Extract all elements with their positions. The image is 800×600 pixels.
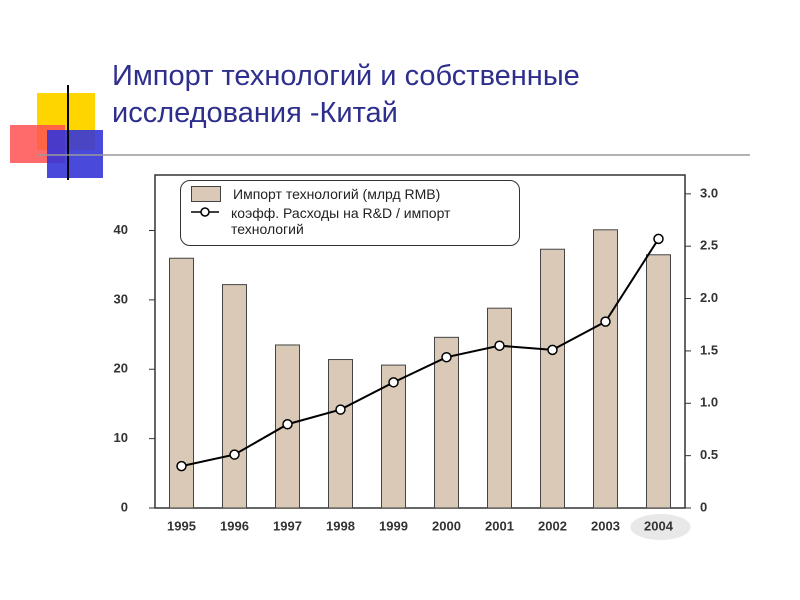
legend-swatch xyxy=(191,186,221,202)
x-tick-label: 2002 xyxy=(538,518,567,533)
bar xyxy=(434,336,459,509)
x-tick-label: 2001 xyxy=(485,518,514,533)
bar xyxy=(487,307,512,509)
legend-label: Импорт технологий (млрд RMB) xyxy=(233,186,441,202)
bar xyxy=(328,359,353,509)
y2-tick-label: 3.0 xyxy=(700,185,718,200)
y2-tick-label: 2.0 xyxy=(700,290,718,305)
bar xyxy=(381,364,406,509)
x-tick-label: 1996 xyxy=(220,518,249,533)
highlight xyxy=(630,514,691,540)
line-marker xyxy=(441,351,452,363)
y2-tick-label: 0 xyxy=(700,499,707,514)
y-tick-label: 10 xyxy=(114,430,128,445)
x-tick-label: 1999 xyxy=(379,518,408,533)
y-tick-label: 20 xyxy=(114,361,128,376)
x-tick-label: 1998 xyxy=(326,518,355,533)
y2-tick-label: 2.5 xyxy=(700,238,718,253)
line-marker xyxy=(229,449,240,460)
y-tick-label: 30 xyxy=(114,291,128,306)
slide-title: Импорт технологий и собственные исследов… xyxy=(112,60,580,129)
plot-frame xyxy=(154,174,686,509)
legend: Импорт технологий (млрд RMB) коэфф. Расх… xyxy=(180,180,520,246)
legend-label: коэфф. Расходы на R&D / импорт технологи… xyxy=(231,205,451,237)
line-marker xyxy=(176,460,187,472)
x-tick-label: 1997 xyxy=(273,518,302,533)
x-tick-label: 2003 xyxy=(591,518,620,533)
x-tick-label: 2004 xyxy=(644,518,674,533)
legend-item: Импорт технологий (млрд RMB) xyxy=(191,186,513,202)
y2-tick-label: 1.0 xyxy=(700,395,718,410)
line-marker xyxy=(494,340,505,351)
deco-square xyxy=(47,130,103,178)
y2-tick-label: 0.5 xyxy=(700,447,718,462)
y-tick-label: 0 xyxy=(121,499,128,514)
legend-marker xyxy=(200,207,210,217)
y2-tick-label: 1.5 xyxy=(700,342,718,357)
y-tick-label: 40 xyxy=(114,222,128,237)
line-marker xyxy=(388,377,399,388)
line-marker xyxy=(653,233,664,245)
line-marker xyxy=(547,344,558,356)
x-tick-label: 1995 xyxy=(167,518,196,533)
legend-swatch xyxy=(191,207,219,217)
line-marker xyxy=(600,316,611,327)
x-tick-label: 2000 xyxy=(432,518,461,533)
bar xyxy=(222,284,247,509)
bar xyxy=(593,229,618,509)
bar xyxy=(540,248,565,509)
bar xyxy=(646,254,671,509)
line xyxy=(181,238,660,468)
line-marker xyxy=(282,418,293,430)
line-marker xyxy=(335,404,346,415)
legend-item: коэфф. Расходы на R&D / импорт технологи… xyxy=(191,205,511,237)
